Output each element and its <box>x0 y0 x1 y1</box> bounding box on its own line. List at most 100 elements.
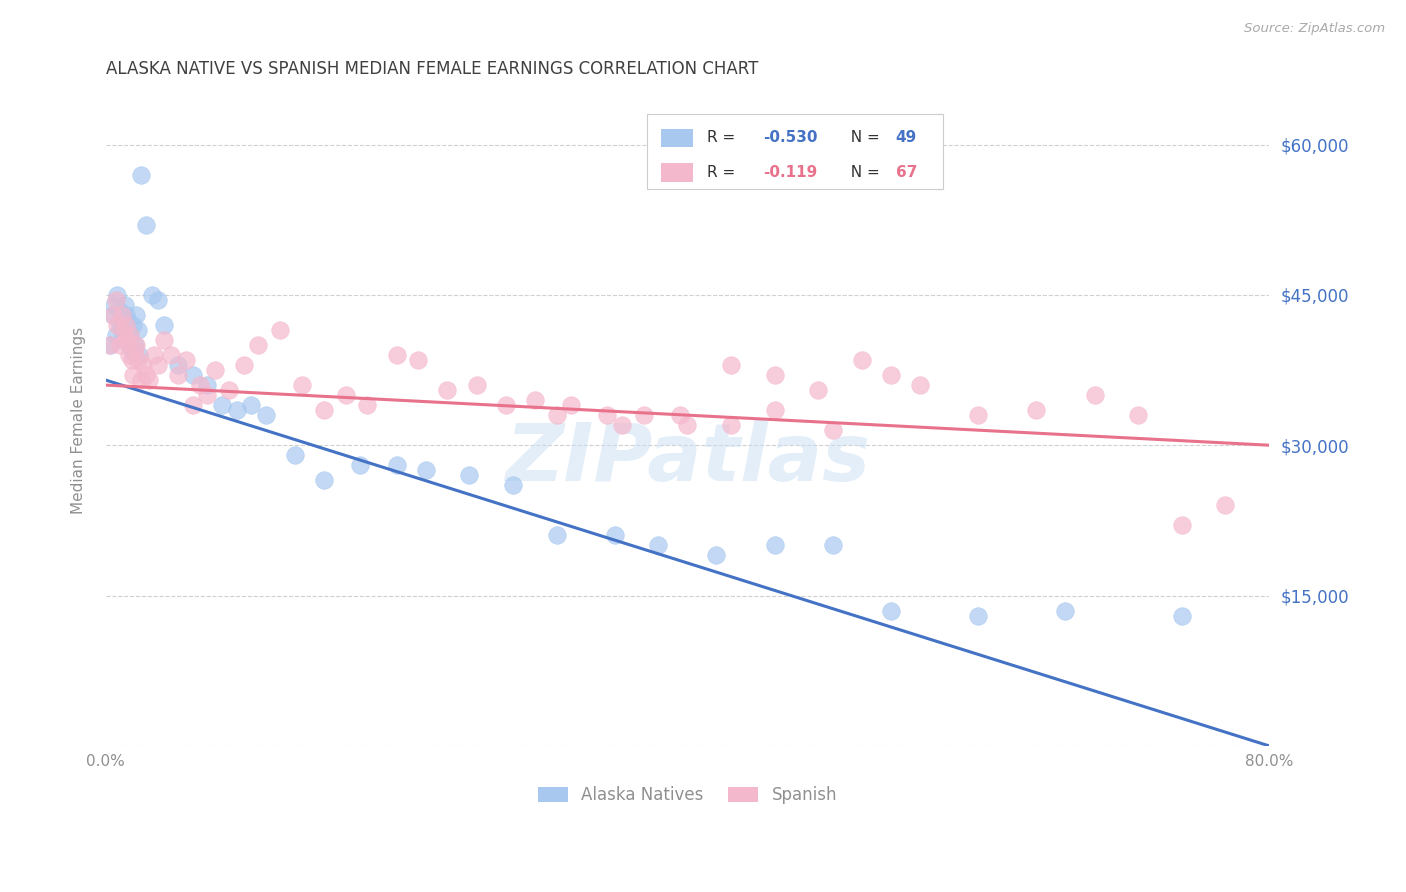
Point <box>103 298 125 312</box>
Text: 49: 49 <box>896 130 917 145</box>
Point <box>135 218 157 232</box>
Point <box>880 604 903 618</box>
Point <box>763 403 786 417</box>
Point <box>1215 499 1237 513</box>
Point <box>1025 403 1047 417</box>
Point <box>174 353 197 368</box>
Point <box>121 353 143 368</box>
Text: ALASKA NATIVE VS SPANISH MEDIAN FEMALE EARNINGS CORRELATION CHART: ALASKA NATIVE VS SPANISH MEDIAN FEMALE E… <box>105 60 758 78</box>
Point <box>284 448 307 462</box>
Point <box>1171 608 1194 623</box>
Text: R =: R = <box>707 165 745 180</box>
Point <box>908 378 931 392</box>
Point <box>128 348 150 362</box>
Point <box>114 333 136 347</box>
FancyBboxPatch shape <box>647 114 943 189</box>
Point <box>821 538 844 552</box>
Point <box>181 398 204 412</box>
Point <box>720 358 742 372</box>
Point <box>160 348 183 362</box>
Point <box>153 333 176 347</box>
Point <box>117 313 139 327</box>
Point <box>880 368 903 382</box>
Point <box>502 478 524 492</box>
Point <box>118 348 141 362</box>
Point <box>125 338 148 352</box>
Point <box>240 398 263 412</box>
Point <box>138 373 160 387</box>
Legend: Alaska Natives, Spanish: Alaska Natives, Spanish <box>531 780 844 811</box>
Point <box>127 323 149 337</box>
Point <box>135 368 157 382</box>
Point <box>523 393 546 408</box>
Point <box>807 383 830 397</box>
Point <box>254 408 277 422</box>
Point <box>763 538 786 552</box>
Point <box>101 308 124 322</box>
Point <box>127 353 149 368</box>
Point <box>114 298 136 312</box>
Point <box>104 328 127 343</box>
Point <box>706 549 728 563</box>
Point <box>122 368 145 382</box>
Point <box>110 338 132 352</box>
Bar <box>661 163 693 182</box>
Point <box>465 378 488 392</box>
Point <box>181 368 204 382</box>
Point <box>647 538 669 552</box>
Point <box>218 383 240 397</box>
Point <box>763 368 786 382</box>
Text: -0.530: -0.530 <box>763 130 817 145</box>
Point <box>546 528 568 542</box>
Point <box>967 608 990 623</box>
Point <box>111 323 134 337</box>
Point <box>269 323 291 337</box>
Point <box>124 338 146 352</box>
Point <box>408 353 430 368</box>
Point <box>669 408 692 422</box>
Point <box>121 343 143 357</box>
Point <box>122 318 145 332</box>
Point <box>111 308 134 322</box>
Point <box>153 318 176 332</box>
Point <box>98 338 121 352</box>
Point <box>1084 388 1107 402</box>
Point <box>415 463 437 477</box>
Point <box>560 398 582 412</box>
Point <box>110 318 132 332</box>
Point <box>124 343 146 357</box>
Point <box>1171 518 1194 533</box>
Point <box>458 468 481 483</box>
Y-axis label: Median Female Earnings: Median Female Earnings <box>72 326 86 514</box>
Point <box>1128 408 1150 422</box>
Point <box>356 398 378 412</box>
Point <box>112 323 135 337</box>
Point <box>141 288 163 302</box>
Text: ZIPatlas: ZIPatlas <box>505 420 870 499</box>
Point <box>98 338 121 352</box>
Point <box>129 168 152 182</box>
Point <box>146 293 169 307</box>
Point <box>118 328 141 343</box>
Point <box>436 383 458 397</box>
Point <box>120 338 142 352</box>
Point <box>142 348 165 362</box>
Point <box>610 418 633 433</box>
Point <box>676 418 699 433</box>
Point <box>132 358 155 372</box>
Point <box>232 358 254 372</box>
Point <box>204 363 226 377</box>
Text: N =: N = <box>841 165 884 180</box>
Point <box>101 308 124 322</box>
Point <box>107 302 129 317</box>
Point <box>225 403 247 417</box>
Bar <box>661 128 693 147</box>
Point <box>603 528 626 542</box>
Point <box>247 338 270 352</box>
Text: R =: R = <box>707 130 741 145</box>
Point <box>291 378 314 392</box>
Point <box>967 408 990 422</box>
Point <box>1054 604 1077 618</box>
Point <box>546 408 568 422</box>
Point <box>312 403 335 417</box>
